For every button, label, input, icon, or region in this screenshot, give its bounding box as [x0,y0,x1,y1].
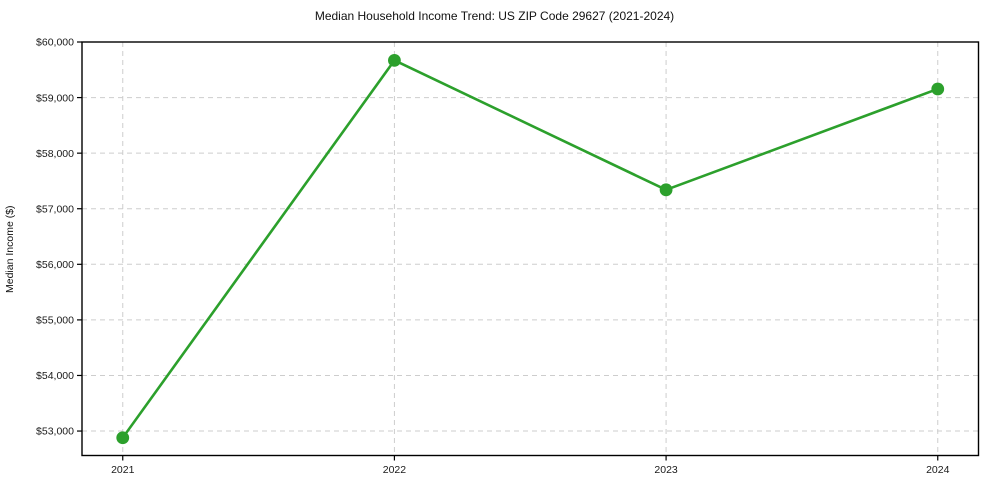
y-tick-label: $59,000 [36,92,74,104]
x-tick-label: 2024 [926,464,950,476]
y-tick-label: $56,000 [36,259,74,271]
data-point-2024 [931,82,945,96]
trend-line [121,59,940,440]
y-tick-label: $53,000 [36,426,74,438]
y-tick-label: $57,000 [36,203,74,215]
x-tick-label: 2021 [111,464,135,476]
x-tick-label: 2023 [654,464,678,476]
y-tick-label: $60,000 [36,37,74,49]
data-point-2021 [116,431,130,445]
y-tick-label: $58,000 [36,148,74,160]
chart-title: Median Household Income Trend: US ZIP Co… [314,9,675,23]
x-tick-label: 2022 [383,464,407,476]
data-point-2022 [388,53,401,67]
y-tick-label: $54,000 [36,370,74,382]
axes-frame [81,41,980,457]
y-tick-label: $55,000 [36,315,74,327]
data-point-2023 [659,183,673,197]
